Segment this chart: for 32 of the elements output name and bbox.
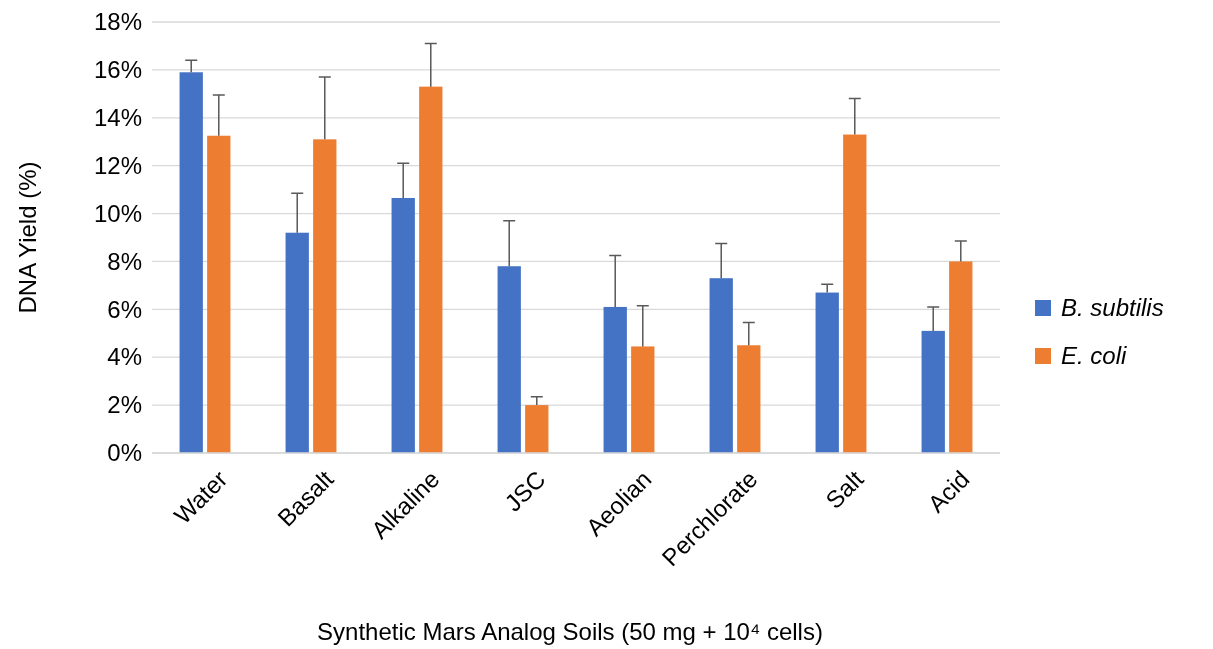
y-tick-label: 2% bbox=[107, 391, 142, 419]
bar bbox=[419, 86, 443, 453]
y-tick-label: 0% bbox=[107, 439, 142, 467]
bar bbox=[737, 345, 761, 453]
bar bbox=[179, 72, 203, 453]
bar bbox=[949, 261, 973, 453]
bar bbox=[921, 330, 945, 453]
bar bbox=[709, 278, 733, 453]
bar bbox=[497, 266, 521, 453]
bar bbox=[525, 405, 549, 453]
bar bbox=[815, 292, 839, 453]
bar bbox=[313, 139, 337, 453]
x-tick-label: Salt bbox=[820, 465, 869, 514]
y-tick-label: 18% bbox=[93, 8, 142, 36]
y-tick-label: 12% bbox=[93, 151, 142, 179]
y-tick-label: 4% bbox=[107, 343, 142, 371]
bar bbox=[391, 197, 415, 453]
y-tick-label: 10% bbox=[93, 199, 142, 227]
legend-label: E. coli bbox=[1061, 342, 1128, 370]
bar bbox=[631, 346, 655, 453]
bar bbox=[285, 232, 309, 453]
legend-label: B. subtilis bbox=[1061, 294, 1164, 322]
y-tick-label: 8% bbox=[107, 247, 142, 275]
y-tick-label: 14% bbox=[93, 103, 142, 131]
bar bbox=[603, 306, 627, 453]
bar bbox=[207, 135, 231, 453]
x-tick-label: JSC bbox=[499, 465, 551, 517]
y-tick-label: 6% bbox=[107, 295, 142, 323]
x-axis-title: Synthetic Mars Analog Soils (50 mg + 10⁴ cells) bbox=[317, 618, 823, 645]
bar bbox=[843, 134, 867, 453]
y-axis-title: DNA Yield (%) bbox=[14, 161, 41, 314]
y-tick-label: 16% bbox=[93, 56, 142, 84]
